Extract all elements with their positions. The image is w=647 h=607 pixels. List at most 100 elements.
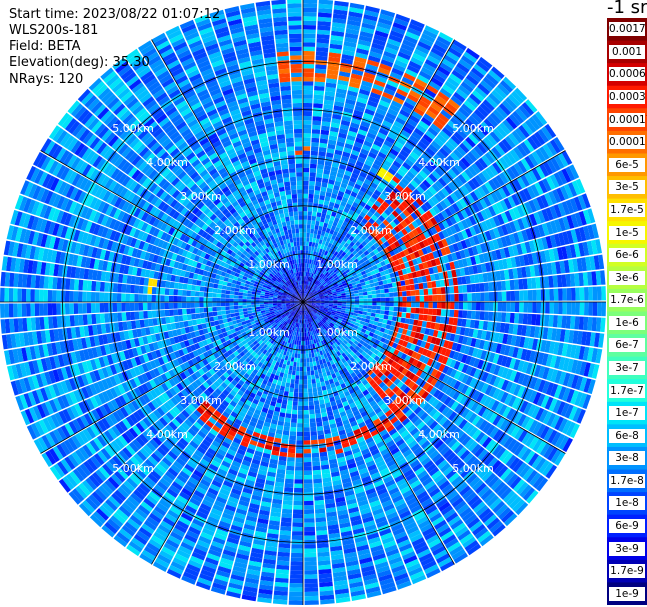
ray-gate: [359, 221, 366, 228]
ray-gate: [331, 193, 338, 199]
ray-gate: [303, 245, 306, 251]
ray-gate: [497, 83, 510, 96]
ray-gate: [333, 9, 348, 16]
ray-gate: [347, 90, 358, 97]
ray-gate: [316, 382, 321, 388]
ray-gate: [317, 207, 323, 213]
ray-gate: [467, 247, 475, 257]
ray-gate: [321, 240, 326, 246]
ray-gate: [552, 189, 562, 203]
ray-gate: [354, 56, 367, 64]
ray-gate: [291, 552, 303, 558]
ray-gate: [488, 240, 496, 251]
ray-gate: [308, 198, 314, 203]
ray-gate: [369, 167, 379, 175]
ray-gate: [476, 264, 483, 274]
ray-gate: [563, 260, 570, 273]
ray-gate: [320, 279, 325, 284]
ray-gate: [314, 85, 325, 91]
ray-gate: [375, 218, 383, 226]
ray-gate: [472, 235, 480, 245]
ray-gate: [506, 291, 511, 301]
ray-gate: [419, 232, 427, 241]
ray-gate: [484, 219, 493, 230]
ray-gate: [311, 374, 316, 380]
ray-gate: [329, 238, 335, 244]
ray-gate: [542, 263, 549, 276]
ray-gate: [414, 283, 420, 290]
ray-gate: [509, 279, 515, 290]
ray-gate: [324, 303, 329, 305]
ray-gate: [475, 311, 481, 320]
ray-gate: [296, 440, 303, 445]
ray-gate: [388, 311, 394, 316]
ray-gate: [498, 333, 504, 344]
ray-gate: [389, 179, 398, 188]
ray-gate: [346, 271, 352, 276]
ray-gate: [316, 47, 329, 53]
ray-gate: [509, 312, 515, 324]
ray-gate: [415, 197, 424, 206]
ray-gate: [366, 247, 373, 254]
ray-gate: [282, 430, 290, 436]
ray-gate: [392, 96, 405, 105]
ray-gate: [531, 277, 537, 289]
ray-gate: [495, 201, 505, 213]
ray-gate: [506, 334, 513, 345]
ray-gate: [348, 253, 355, 259]
ray-gate: [551, 328, 557, 341]
ray-gate: [408, 239, 415, 247]
ray-gate: [461, 171, 471, 182]
ray-gate: [288, 439, 296, 445]
ray-gate: [392, 22, 407, 31]
ray-gate: [348, 126, 359, 133]
ray-gate: [297, 418, 303, 424]
ray-gate: [588, 302, 593, 316]
ray-gate: [308, 241, 313, 247]
ray-gate: [295, 370, 300, 376]
ray-gate: [406, 64, 420, 74]
ray-gate: [427, 198, 436, 208]
ray-gate: [446, 195, 455, 205]
ray-gate: [307, 370, 311, 376]
ray-gate: [324, 265, 329, 271]
ray-gate: [503, 247, 511, 258]
ray-gate: [353, 290, 359, 294]
ray-gate: [303, 241, 306, 246]
ray-gate: [386, 223, 394, 231]
ray-gate: [464, 206, 473, 217]
ray-gate: [310, 268, 314, 274]
ray-gate: [478, 273, 484, 283]
ray-gate: [337, 300, 342, 302]
ray-gate: [407, 214, 415, 223]
ray-gate: [395, 116, 406, 126]
ray-gate: [357, 272, 363, 278]
ray-gate: [562, 231, 570, 245]
ray-gate: [359, 88, 371, 96]
ray-gate: [552, 248, 560, 261]
ray-gate: [383, 87, 396, 96]
ray-gate: [414, 289, 420, 296]
ray-gate: [376, 196, 385, 204]
ray-gate: [373, 235, 380, 242]
ray-gate: [509, 221, 517, 233]
ray-gate: [398, 180, 407, 189]
ray-gate: [318, 267, 323, 272]
ray-gate: [399, 47, 413, 57]
ray-gate: [399, 165, 409, 174]
ray-gate: [348, 273, 353, 279]
ray-gate: [433, 214, 442, 224]
ray-gate: [320, 258, 325, 264]
ray-gate: [496, 237, 504, 249]
ray-gate: [346, 94, 357, 101]
ray-gate: [381, 189, 390, 198]
ray-gate: [590, 239, 598, 255]
ray-gate: [360, 120, 371, 128]
ray-gate: [336, 280, 342, 285]
ray-gate: [303, 3, 318, 8]
ray-gate: [383, 269, 390, 275]
ray-gate: [456, 276, 463, 285]
ray-gate: [305, 271, 308, 277]
ray-gate: [388, 34, 403, 43]
ray-gate: [553, 342, 560, 355]
